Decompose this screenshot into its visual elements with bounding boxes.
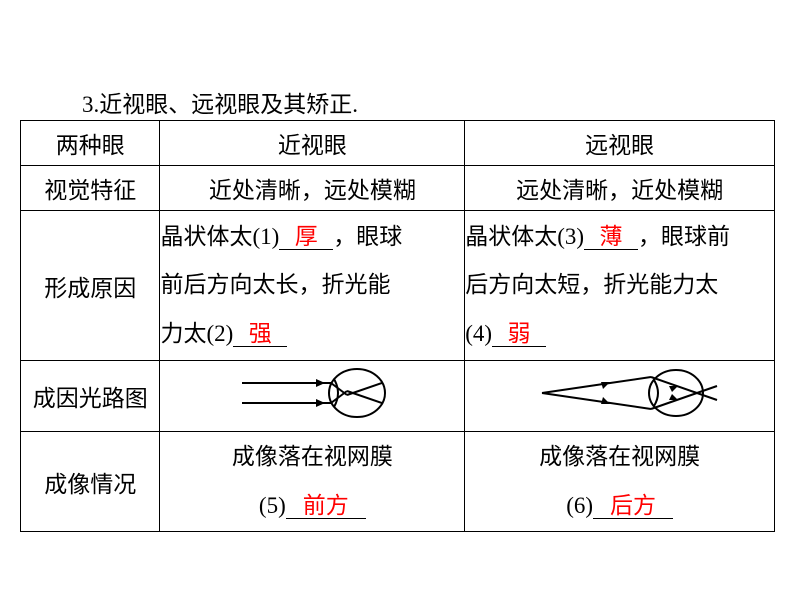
header-cell: 两种眼 (21, 121, 160, 166)
text: (5) (259, 493, 286, 518)
table-row: 成像情况 成像落在视网膜 (5)前方 成像落在视网膜 (6)后方 (21, 432, 775, 532)
table-row: 形成原因 晶状体太(1)厚，眼球 前后方向太长，折光能 力太(2)强 晶状体太(… (21, 211, 775, 361)
text: 前后方向太长，折光能 (160, 272, 390, 297)
text: 成像落在视网膜 (232, 444, 393, 469)
text: ，眼球前 (638, 224, 730, 249)
text: 晶状体太(1) (160, 224, 279, 249)
cell: 成像落在视网膜 (5)前方 (160, 432, 465, 532)
cell: 晶状体太(3)薄，眼球前 后方向太短，折光能力太 (4)弱 (465, 211, 775, 361)
row-label: 成像情况 (21, 432, 160, 532)
comparison-table: 两种眼 近视眼 远视眼 视觉特征 近处清晰，远处模糊 远处清晰，近处模糊 形成原… (20, 120, 775, 532)
section-heading: 3.近视眼、远视眼及其矫正. (82, 85, 358, 119)
row-label: 形成原因 (21, 211, 160, 361)
text: (6) (566, 493, 593, 518)
header-cell: 近视眼 (160, 121, 465, 166)
text: 后方向太短，折光能力太 (465, 272, 718, 297)
blank-answer: 前方 (286, 493, 366, 519)
cell: 近处清晰，远处模糊 (160, 166, 465, 211)
text: 力太(2) (160, 321, 233, 346)
text: (4) (465, 321, 492, 346)
header-cell: 远视眼 (465, 121, 775, 166)
cell: 晶状体太(1)厚，眼球 前后方向太长，折光能 力太(2)强 (160, 211, 465, 361)
cell: 成像落在视网膜 (6)后方 (465, 432, 775, 532)
hyperopia-diagram-icon (490, 361, 750, 425)
diagram-cell (465, 361, 775, 432)
cell: 远处清晰，近处模糊 (465, 166, 775, 211)
table-row: 成因光路图 (21, 361, 775, 432)
text: 成像落在视网膜 (539, 444, 700, 469)
text: 晶状体太(3) (465, 224, 584, 249)
blank-answer: 薄 (584, 224, 638, 250)
table-row: 两种眼 近视眼 远视眼 (21, 121, 775, 166)
blank-answer: 强 (233, 321, 287, 347)
myopia-diagram-icon (182, 361, 442, 425)
row-label: 成因光路图 (21, 361, 160, 432)
blank-answer: 厚 (279, 224, 333, 250)
blank-answer: 后方 (593, 493, 673, 519)
blank-answer: 弱 (492, 321, 546, 347)
row-label: 视觉特征 (21, 166, 160, 211)
diagram-cell (160, 361, 465, 432)
text: ，眼球 (333, 224, 402, 249)
table-row: 视觉特征 近处清晰，远处模糊 远处清晰，近处模糊 (21, 166, 775, 211)
